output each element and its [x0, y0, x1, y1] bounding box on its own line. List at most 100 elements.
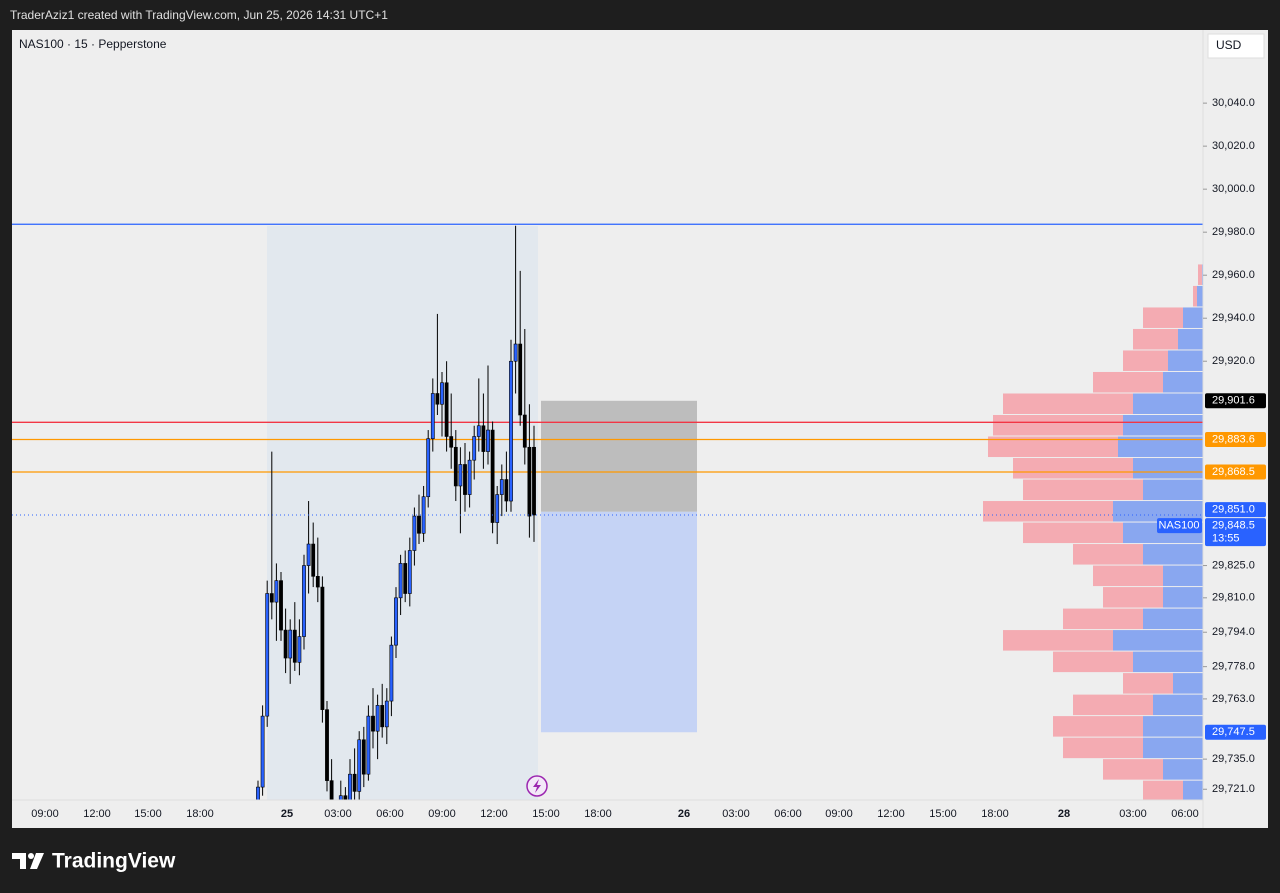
volume-profile-bar: [1003, 630, 1113, 651]
volume-profile-bar: [1133, 328, 1178, 350]
x-tick-label: 12:00: [480, 808, 508, 820]
candle-body: [366, 715, 371, 775]
x-tick-label: 18:00: [584, 808, 612, 820]
candle-body: [449, 436, 454, 448]
x-tick-label: 09:00: [825, 808, 853, 820]
volume-profile-bar: [1193, 285, 1197, 307]
x-tick-label: 25: [281, 808, 293, 820]
volume-profile-bar: [1118, 436, 1203, 458]
x-tick-label: 18:00: [186, 808, 214, 820]
target-zone: [541, 511, 697, 733]
candle-body: [384, 700, 389, 728]
volume-profile-bar: [1168, 350, 1203, 371]
volume-profile-bar: [1178, 328, 1203, 350]
volume-profile-bar: [1093, 565, 1163, 587]
volume-profile-bar: [1153, 694, 1203, 716]
volume-profile-bar: [983, 501, 1113, 522]
price-label-box: [1205, 464, 1266, 480]
volume-profile-bar: [1143, 307, 1183, 328]
price-label-box: [1205, 502, 1266, 518]
volume-profile-bar: [1183, 307, 1203, 328]
price-label: 29,848.5: [1212, 520, 1255, 532]
candle-body: [329, 780, 334, 800]
candle-body: [522, 414, 527, 448]
candle-body: [302, 565, 306, 637]
candle-body: [486, 429, 490, 452]
x-tick-label: 26: [678, 808, 690, 820]
volume-profile-bar: [1143, 780, 1183, 800]
volume-profile-bar: [1163, 587, 1203, 608]
x-tick-label: 12:00: [83, 808, 111, 820]
volume-profile-bar: [1133, 458, 1203, 479]
candle-body: [481, 425, 486, 452]
volume-profile-bar: [1073, 544, 1143, 565]
attribution: TraderAziz1 created with TradingView.com…: [10, 8, 388, 22]
candle-body: [440, 382, 444, 405]
symbol-tag-box: [1157, 518, 1202, 534]
volume-profile-bar: [1003, 393, 1133, 414]
x-tick-label: 28: [1058, 808, 1070, 820]
candle-body: [495, 494, 500, 523]
candle-body: [357, 739, 362, 792]
candle-body: [532, 446, 536, 516]
volume-profile-bar: [1198, 264, 1202, 285]
candle-body: [274, 580, 279, 603]
volume-profile-bar: [1053, 651, 1133, 673]
volume-profile-bar: [1143, 479, 1203, 501]
candle-body: [375, 705, 380, 732]
y-tick-label: 29,794.0: [1212, 626, 1255, 638]
x-tick-label: 15:00: [929, 808, 957, 820]
candle-body: [518, 343, 523, 416]
countdown: 13:55: [1212, 533, 1240, 545]
candle-body: [412, 515, 417, 551]
candle-body: [348, 773, 352, 800]
volume-profile-bar: [1143, 544, 1203, 565]
volume-profile-bar: [1063, 608, 1143, 630]
candle-body: [444, 382, 449, 437]
price-label: 29,901.6: [1212, 395, 1255, 407]
candle-body: [417, 515, 421, 534]
currency-box[interactable]: [1207, 33, 1265, 59]
y-tick-label: 29,735.0: [1212, 753, 1255, 765]
candle-body: [509, 360, 513, 502]
y-tick-label: 30,000.0: [1212, 183, 1255, 195]
candle-body: [306, 543, 311, 566]
currency[interactable]: USD: [1216, 38, 1242, 52]
price-label: 29,868.5: [1212, 466, 1255, 478]
price-label-box: [1205, 393, 1266, 409]
volume-profile-bar: [1053, 716, 1143, 737]
candle-body: [256, 786, 260, 800]
y-tick-label: 29,920.0: [1212, 355, 1255, 367]
volume-profile-bar: [1013, 458, 1133, 479]
candle-body: [380, 705, 385, 728]
volume-profile-bar: [1197, 285, 1203, 307]
y-tick-label: 29,825.0: [1212, 559, 1255, 571]
volume-profile-bar: [1123, 350, 1168, 371]
volume-profile-bar: [1093, 371, 1163, 393]
candle-body: [338, 795, 343, 800]
symbol-tag: NAS100: [1159, 520, 1200, 532]
candle-body: [371, 715, 375, 732]
candle-body: [398, 563, 403, 599]
candle-body: [394, 597, 398, 646]
volume-profile-bar: [1113, 630, 1203, 651]
x-tick-label: 06:00: [774, 808, 802, 820]
x-tick-label: 03:00: [324, 808, 352, 820]
volume-profile-bar: [1143, 716, 1203, 737]
candle-body: [361, 739, 366, 775]
volume-profile-bar: [1143, 737, 1203, 759]
price-label-box: [1205, 518, 1266, 547]
candle-body: [403, 563, 408, 594]
volume-profile-bar: [1113, 501, 1203, 522]
candle-body: [463, 464, 467, 495]
x-tick-label: 06:00: [1171, 808, 1199, 820]
y-tick-label: 29,778.0: [1212, 661, 1255, 673]
brand: TradingView: [52, 850, 176, 873]
candle-body: [265, 593, 270, 717]
x-tick-label: 09:00: [31, 808, 59, 820]
stop-zone: [541, 400, 697, 512]
candle-body: [352, 773, 357, 792]
volume-profile-bar: [1183, 780, 1203, 800]
